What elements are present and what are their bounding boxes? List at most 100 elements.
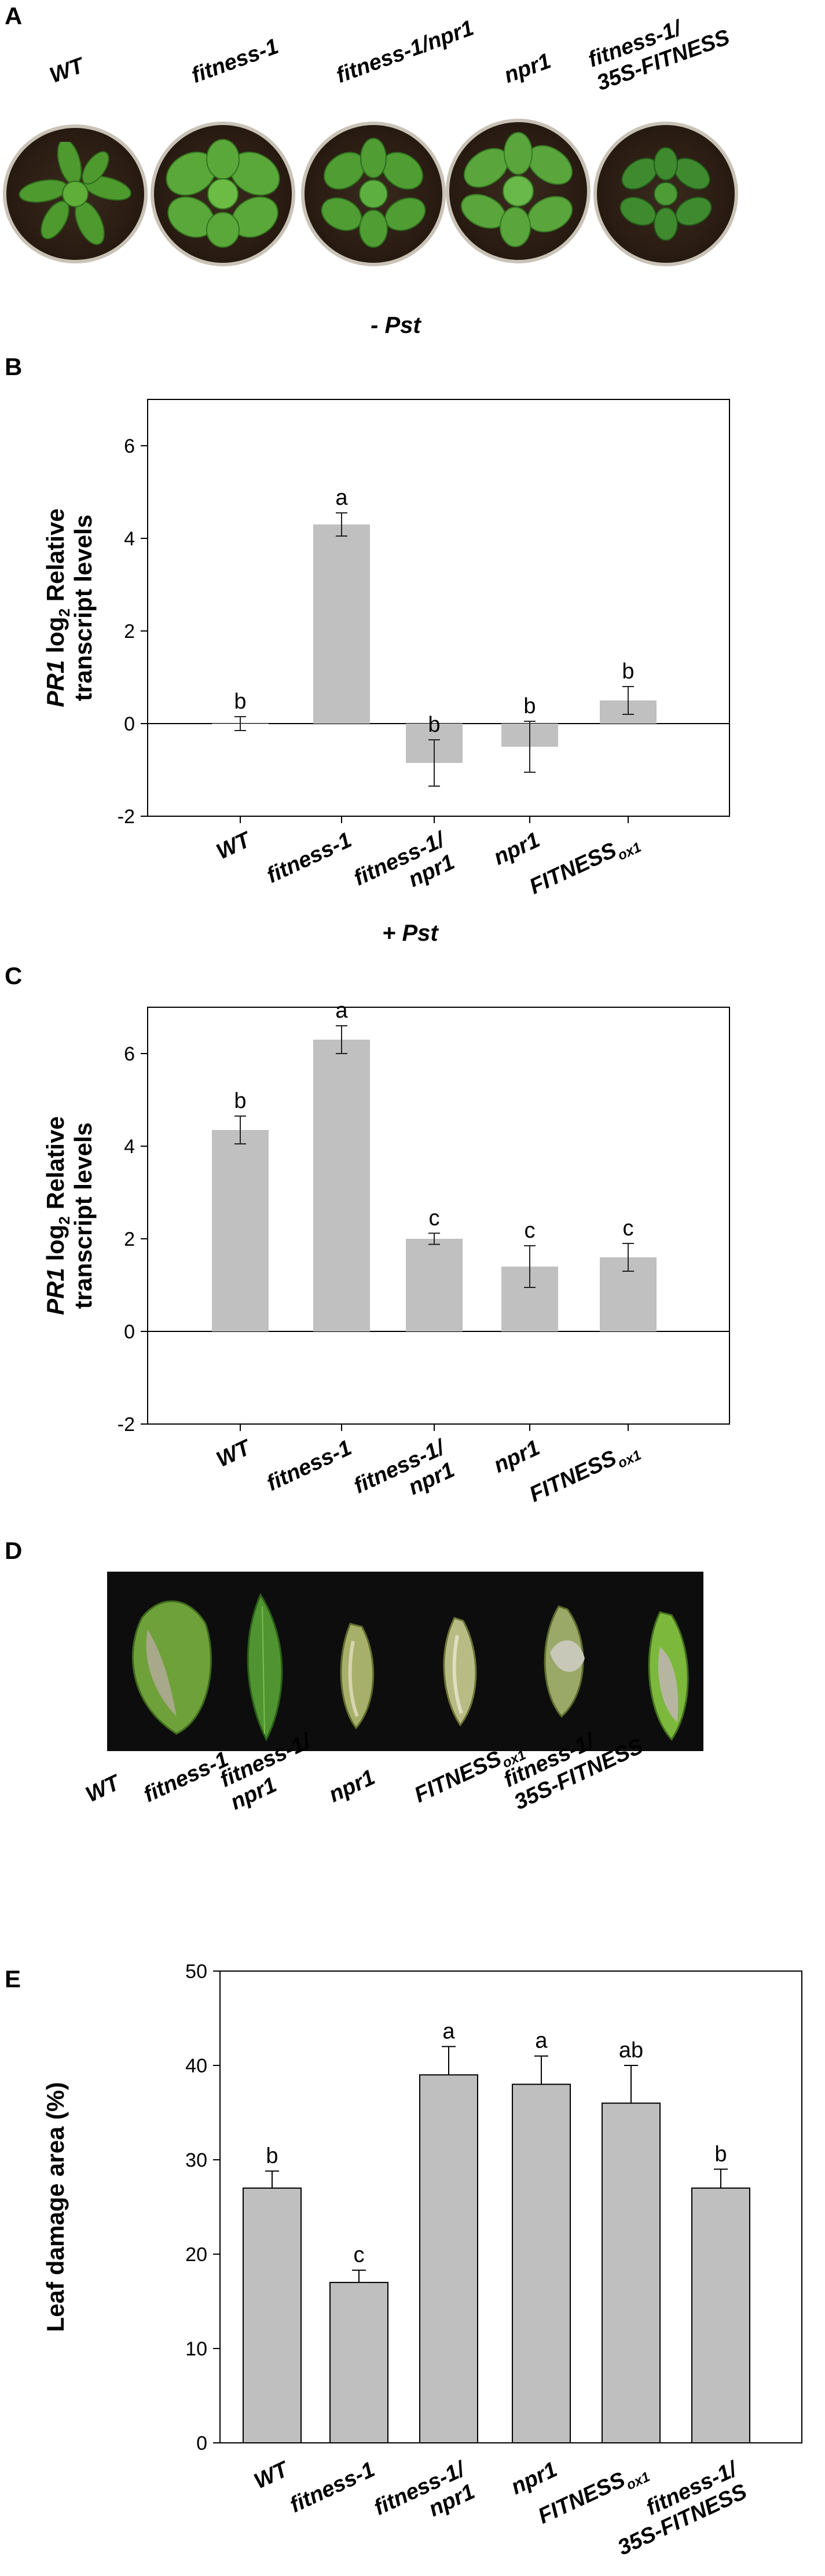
y-tick-label: 0	[124, 1321, 135, 1343]
plant-image-fitness-1-npr1	[301, 122, 446, 266]
significance-letter: b	[428, 713, 440, 737]
panel-c-condition: + Pst	[382, 920, 438, 946]
y-tick-label: 30	[185, 2149, 207, 2171]
x-label-text: npr1	[490, 828, 543, 870]
bar-2	[419, 2074, 478, 2444]
x-label-text: FITNESSox1	[526, 828, 644, 903]
bar-1	[329, 2281, 388, 2444]
significance-letter: b	[714, 2142, 727, 2166]
x-category-label: npr1	[490, 828, 543, 870]
x-category-label: npr1	[490, 1436, 543, 1478]
y-tick-label: 2	[124, 1228, 135, 1250]
y-tick-label: 50	[185, 1961, 207, 1983]
y-axis-label: PR1 log2 Relative transcript levels	[42, 1116, 97, 1315]
significance-letter: a	[335, 999, 348, 1023]
leaf-fitness-ox1	[544, 1605, 585, 1718]
x-label-text: WT	[251, 2457, 294, 2494]
genotype-label-line: fitness-1/npr1	[333, 16, 477, 89]
significance-letter: a	[335, 486, 348, 510]
rosette-image	[619, 147, 712, 241]
leaf-wt	[132, 1600, 212, 1735]
leaf-fitness-1-35s	[648, 1611, 689, 1741]
rosette-image	[461, 132, 573, 247]
y-axis-label: PR1 log2 Relative transcript levels	[42, 508, 97, 707]
significance-letter: c	[525, 1219, 536, 1243]
y-tick-label: 4	[124, 1136, 135, 1158]
x-category-label: npr1	[507, 2457, 560, 2500]
panel-d-label: D	[5, 1537, 23, 1564]
genotype-label-fitness-1-npr1: fitness-1/npr1	[333, 16, 477, 89]
x-category-label: WT	[251, 2457, 294, 2494]
plant-image-wt	[3, 124, 148, 263]
x-label-text: npr1	[490, 1436, 543, 1478]
genotype-label-npr1: npr1	[325, 1765, 379, 1808]
significance-letter: a	[535, 2029, 548, 2053]
y-tick-label: 0	[124, 713, 135, 735]
significance-letter: b	[266, 2144, 278, 2168]
x-category-label: fitness-1	[286, 2457, 378, 2518]
condition-name: Pst	[402, 920, 438, 946]
genotype-label-main: FITNESS	[410, 1746, 505, 1808]
y-axis-label: Leaf damage area (%)	[42, 2082, 69, 2332]
genotype-label-npr1: npr1	[501, 49, 554, 89]
x-category-label: fitness-1/npr1	[371, 2457, 479, 2522]
x-category-label: fitness-1/npr1	[350, 1435, 459, 1500]
x-category-label: WT	[213, 1435, 256, 1472]
y-tick-label: 40	[185, 2055, 207, 2077]
rosette-image	[166, 139, 280, 248]
leaf-fitness-1-npr1	[340, 1623, 375, 1730]
panel-b-condition: - Pst	[371, 313, 421, 339]
x-label-text: WT	[213, 1435, 256, 1472]
significance-letter: a	[442, 2019, 455, 2043]
y-tick-label: -2	[118, 806, 135, 828]
bar-1	[313, 524, 370, 724]
x-label-text: fitness-1	[263, 1436, 355, 1496]
x-label-text: npr1	[507, 2457, 560, 2500]
genotype-label-line: fitness-1	[188, 34, 282, 89]
genotype-label-fitness-1-35s: fitness-1/35S-FITNESS	[585, 2, 734, 96]
x-label-text: fitness-1	[286, 2457, 378, 2518]
x-category-label: FITNESSox1	[526, 828, 644, 903]
y-tick-label: 6	[124, 1043, 135, 1065]
y-tick-label: 20	[185, 2244, 207, 2266]
significance-letter: b	[622, 659, 634, 684]
y-tick-label: -2	[118, 1414, 135, 1436]
leaf-image	[132, 1592, 689, 1742]
plant-image-npr1	[446, 119, 591, 263]
significance-letter: ab	[619, 2038, 643, 2063]
y-tick-label: 10	[185, 2338, 207, 2360]
x-category-label: WT	[213, 827, 256, 864]
bar-5	[691, 2187, 750, 2443]
significance-letter: c	[354, 2243, 365, 2267]
bar-1	[313, 1040, 370, 1331]
x-category-label: fitness-1/npr1	[350, 827, 459, 892]
bar-3	[512, 2083, 571, 2444]
plant-image-fitness-1-35s	[593, 122, 738, 266]
genotype-label-line: fitness-1	[140, 1746, 233, 1808]
x-category-label: fitness-1/35S-FITNESS	[614, 2457, 751, 2560]
significance-letter: b	[234, 1089, 246, 1113]
y-tick-label: 6	[124, 435, 135, 457]
leaf-npr1	[443, 1617, 477, 1727]
bar-0	[212, 1130, 269, 1331]
panel-e-label: E	[5, 1965, 21, 1992]
x-category-label: FITNESSox1	[526, 1446, 644, 1507]
y-axis-label-line2: transcript levels	[69, 1122, 97, 1309]
condition-prefix: +	[382, 920, 402, 946]
panel-e-chart: 0 10 20 30 40 50 b c a a ab b WTfitness-1fitness-1/n…	[42, 1961, 802, 2560]
significance-letter: b	[234, 689, 246, 714]
panel-b-label: B	[5, 353, 23, 380]
significance-letter: c	[429, 1206, 440, 1230]
genotype-label-fitness-1: fitness-1	[140, 1747, 233, 1808]
significance-letter: c	[623, 1216, 634, 1241]
genotype-label-wt: WT	[82, 1771, 124, 1808]
y-axis-label-line1: PR1 log2 Relative	[42, 508, 73, 707]
y-axis-label-text: Leaf damage area (%)	[42, 2082, 69, 2332]
y-axis-label-line1: PR1 log2 Relative	[42, 1116, 73, 1315]
plot-frame	[219, 1970, 802, 2443]
bar-4	[602, 2102, 661, 2443]
genotype-label-line: npr1	[501, 49, 555, 89]
x-category-label: fitness-1	[263, 1436, 355, 1496]
condition-name: Pst	[384, 313, 421, 338]
